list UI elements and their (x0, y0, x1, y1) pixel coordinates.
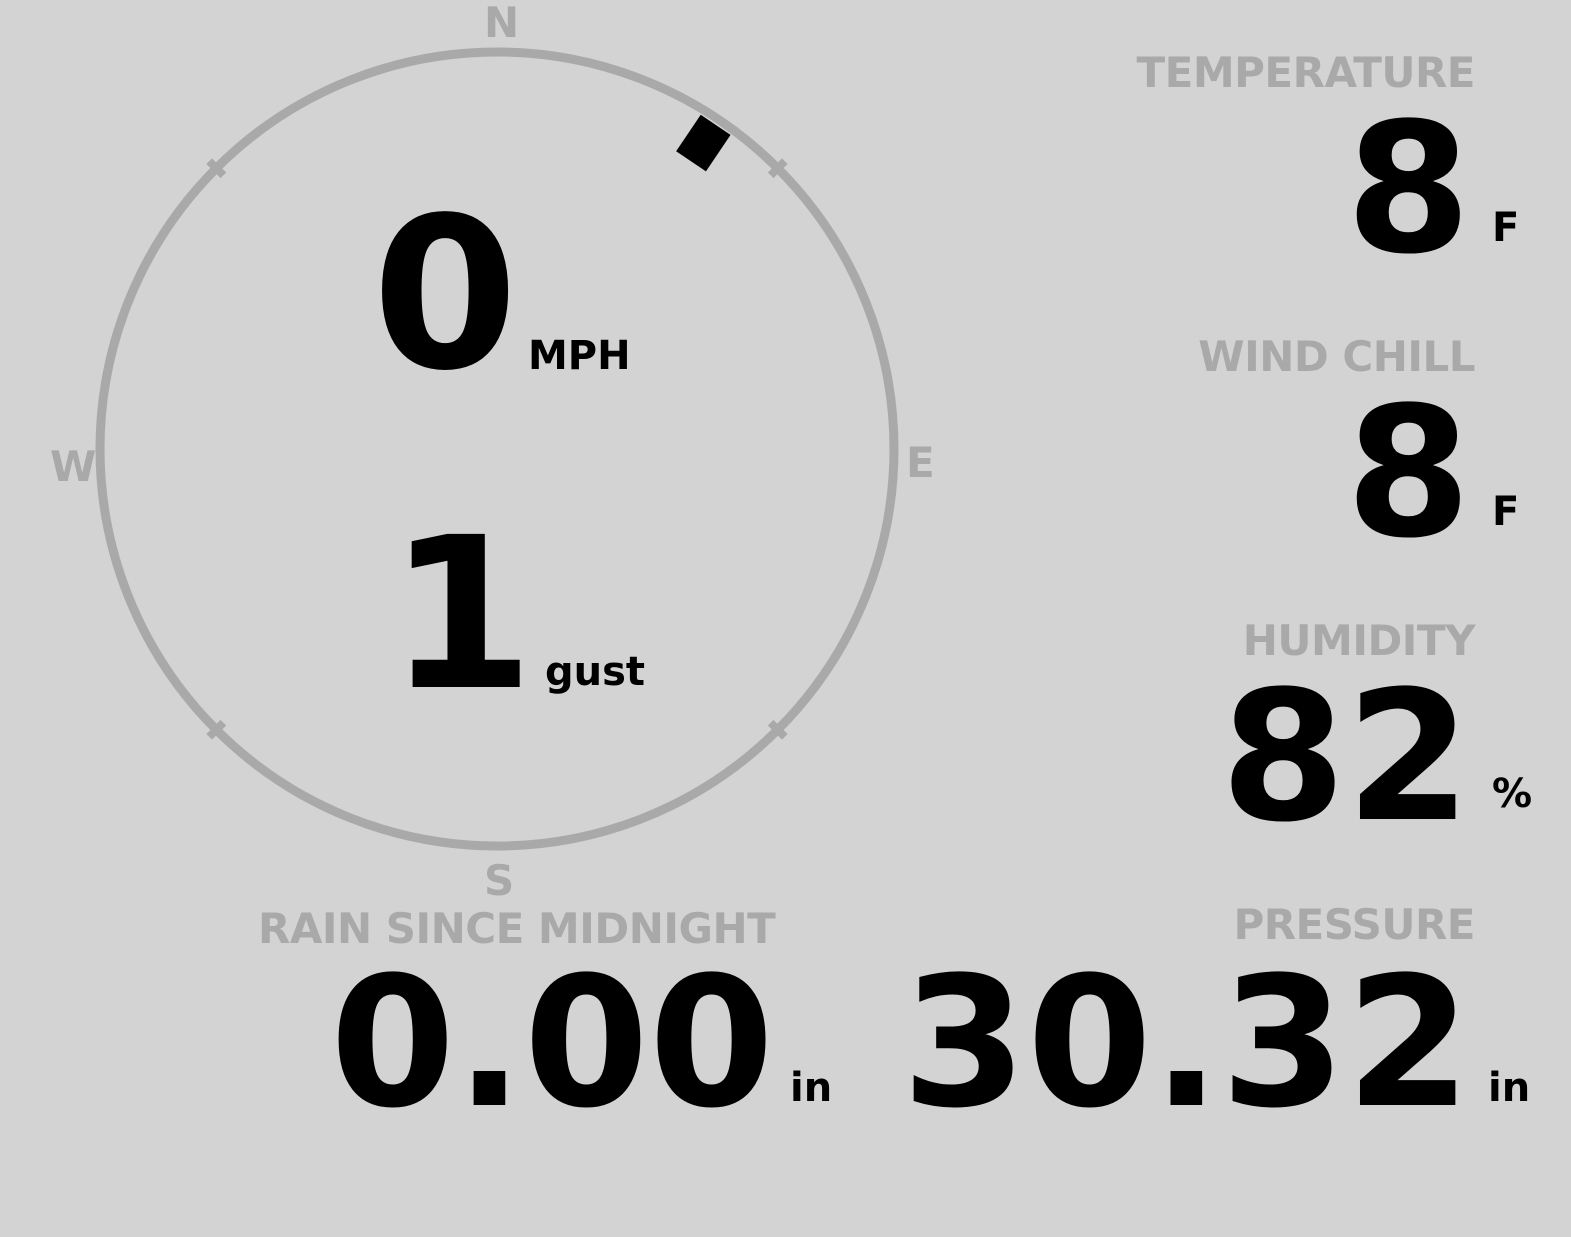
wind-speed-value: 0 (372, 172, 519, 417)
pressure-value: 30.32 (901, 939, 1471, 1148)
wind-chill-value: 8 (1345, 369, 1471, 578)
compass-west-label: W (50, 442, 97, 491)
compass-east-label: E (906, 438, 935, 487)
wind-compass (95, 47, 899, 851)
wind-chill-unit: F (1492, 489, 1520, 535)
wind-speed-unit: MPH (528, 333, 631, 379)
pressure-label: PRESSURE (1233, 900, 1475, 949)
compass-tick (206, 158, 227, 179)
compass-tick (767, 719, 788, 740)
wind-gust-value: 1 (388, 492, 535, 737)
compass-tick (767, 158, 788, 179)
temperature-unit: F (1492, 205, 1520, 251)
compass-north-label: N (484, 0, 520, 47)
humidity-label: HUMIDITY (1242, 616, 1476, 665)
temperature-label: TEMPERATURE (1136, 48, 1476, 97)
compass-tick (206, 719, 227, 740)
wind-gust-unit: gust (545, 649, 646, 695)
rain-unit: in (790, 1065, 833, 1111)
compass-south-label: S (484, 856, 515, 905)
compass-ring (95, 47, 899, 851)
temperature-value: 8 (1345, 85, 1471, 294)
wind-direction-marker (676, 114, 731, 172)
humidity-unit: % (1492, 771, 1533, 817)
pressure-unit: in (1488, 1065, 1531, 1111)
rain-label: RAIN SINCE MIDNIGHT (258, 904, 776, 953)
wind-chill-label: WIND CHILL (1198, 332, 1475, 381)
rain-value: 0.00 (330, 939, 775, 1148)
humidity-value: 82 (1220, 653, 1472, 862)
